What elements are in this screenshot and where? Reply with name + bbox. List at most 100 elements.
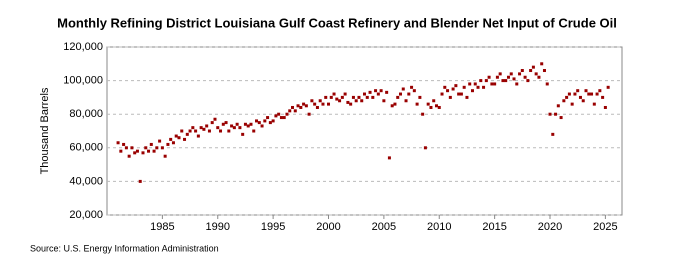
- point: [601, 95, 605, 99]
- point: [518, 72, 522, 76]
- point: [418, 95, 422, 99]
- point: [368, 90, 372, 94]
- point: [149, 142, 153, 146]
- point: [479, 79, 483, 83]
- point: [177, 136, 181, 140]
- point: [446, 89, 450, 93]
- point: [459, 92, 463, 96]
- point: [606, 85, 610, 89]
- source: Source: U.S. Energy Information Administ…: [30, 243, 219, 253]
- point: [299, 105, 303, 109]
- point: [504, 79, 508, 83]
- y-tick-label: 60,000: [69, 142, 103, 154]
- point: [144, 146, 148, 150]
- chart-title: Monthly Refining District Louisiana Gulf…: [57, 15, 617, 30]
- point: [581, 99, 585, 103]
- point: [526, 79, 530, 83]
- point: [279, 116, 283, 120]
- point: [166, 142, 170, 146]
- point: [396, 95, 400, 99]
- point: [398, 92, 402, 96]
- x-tick-label: 1985: [150, 221, 174, 233]
- point: [152, 149, 156, 153]
- x-tick-label: 2020: [538, 221, 562, 233]
- point: [307, 112, 311, 116]
- point: [171, 141, 175, 145]
- point: [587, 92, 591, 96]
- point: [595, 92, 599, 96]
- point: [490, 82, 494, 86]
- point: [238, 126, 242, 130]
- point: [484, 79, 488, 83]
- point: [457, 92, 461, 96]
- point: [246, 124, 250, 128]
- x-tick-label: 2010: [427, 221, 451, 233]
- point: [462, 85, 466, 89]
- point: [327, 102, 331, 106]
- point: [548, 112, 552, 116]
- point: [180, 129, 184, 133]
- point: [310, 99, 314, 103]
- point: [410, 85, 414, 89]
- point: [559, 116, 563, 120]
- point: [495, 75, 499, 79]
- point: [603, 105, 607, 109]
- point: [509, 72, 513, 76]
- y-tick-label: 80,000: [69, 108, 103, 120]
- point: [554, 112, 558, 116]
- point: [282, 116, 286, 120]
- point: [390, 104, 394, 108]
- point: [335, 97, 339, 101]
- point: [241, 132, 245, 136]
- point: [498, 72, 502, 76]
- x-tick-label: 2000: [316, 221, 340, 233]
- point: [592, 102, 596, 106]
- point: [570, 102, 574, 106]
- point: [506, 75, 510, 79]
- point: [293, 109, 297, 113]
- point: [199, 126, 203, 130]
- y-tick-label: 40,000: [69, 175, 103, 187]
- y-tick-label: 20,000: [69, 209, 103, 221]
- point: [421, 112, 425, 116]
- point: [219, 129, 223, 133]
- point: [124, 146, 128, 150]
- point: [393, 102, 397, 106]
- point: [556, 104, 560, 108]
- point: [434, 104, 438, 108]
- point: [493, 82, 497, 86]
- point: [249, 122, 253, 126]
- point: [473, 82, 477, 86]
- point: [354, 99, 358, 103]
- x-tick-label: 2025: [593, 221, 617, 233]
- point: [443, 85, 447, 89]
- point: [205, 124, 209, 128]
- point: [285, 112, 289, 116]
- point: [487, 75, 491, 79]
- point: [338, 99, 342, 103]
- point: [385, 90, 389, 94]
- point: [374, 89, 378, 93]
- point: [578, 95, 582, 99]
- point: [470, 89, 474, 93]
- point: [235, 122, 239, 126]
- point: [584, 89, 588, 93]
- point: [194, 129, 198, 133]
- point: [163, 154, 167, 158]
- point: [138, 179, 142, 183]
- point: [537, 75, 541, 79]
- point: [349, 102, 353, 106]
- point: [230, 124, 234, 128]
- point: [141, 151, 145, 155]
- point: [221, 122, 225, 126]
- point: [191, 126, 195, 130]
- point: [598, 89, 602, 93]
- point: [529, 69, 533, 73]
- point: [346, 100, 350, 104]
- point: [576, 89, 580, 93]
- point: [183, 137, 187, 141]
- y-tick-label: 100,000: [63, 75, 103, 87]
- x-tick-label: 2015: [482, 221, 506, 233]
- point: [476, 85, 480, 89]
- point: [119, 149, 123, 153]
